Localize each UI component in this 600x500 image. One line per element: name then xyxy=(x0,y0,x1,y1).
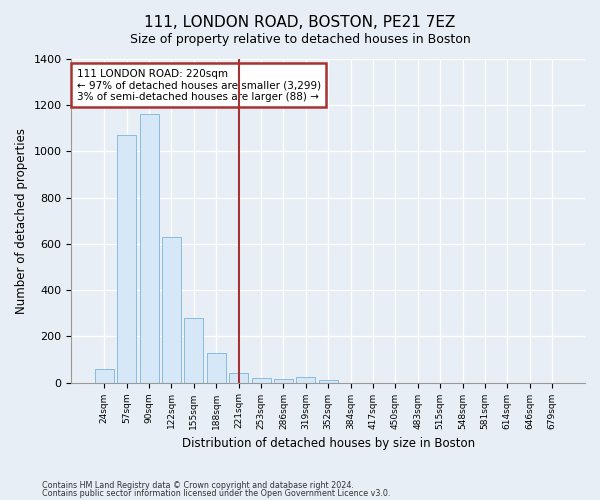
Text: 111, LONDON ROAD, BOSTON, PE21 7EZ: 111, LONDON ROAD, BOSTON, PE21 7EZ xyxy=(145,15,455,30)
Bar xyxy=(184,318,203,382)
Y-axis label: Number of detached properties: Number of detached properties xyxy=(15,128,28,314)
Bar xyxy=(95,368,114,382)
Bar xyxy=(207,352,226,382)
Bar xyxy=(229,374,248,382)
X-axis label: Distribution of detached houses by size in Boston: Distribution of detached houses by size … xyxy=(182,437,475,450)
Bar xyxy=(117,136,136,382)
Text: 111 LONDON ROAD: 220sqm
← 97% of detached houses are smaller (3,299)
3% of semi-: 111 LONDON ROAD: 220sqm ← 97% of detache… xyxy=(77,68,320,102)
Bar xyxy=(162,237,181,382)
Bar xyxy=(296,377,316,382)
Text: Contains public sector information licensed under the Open Government Licence v3: Contains public sector information licen… xyxy=(42,489,391,498)
Text: Size of property relative to detached houses in Boston: Size of property relative to detached ho… xyxy=(130,32,470,46)
Bar xyxy=(140,114,158,382)
Bar xyxy=(274,379,293,382)
Text: Contains HM Land Registry data © Crown copyright and database right 2024.: Contains HM Land Registry data © Crown c… xyxy=(42,480,354,490)
Bar xyxy=(251,378,271,382)
Bar xyxy=(319,380,338,382)
